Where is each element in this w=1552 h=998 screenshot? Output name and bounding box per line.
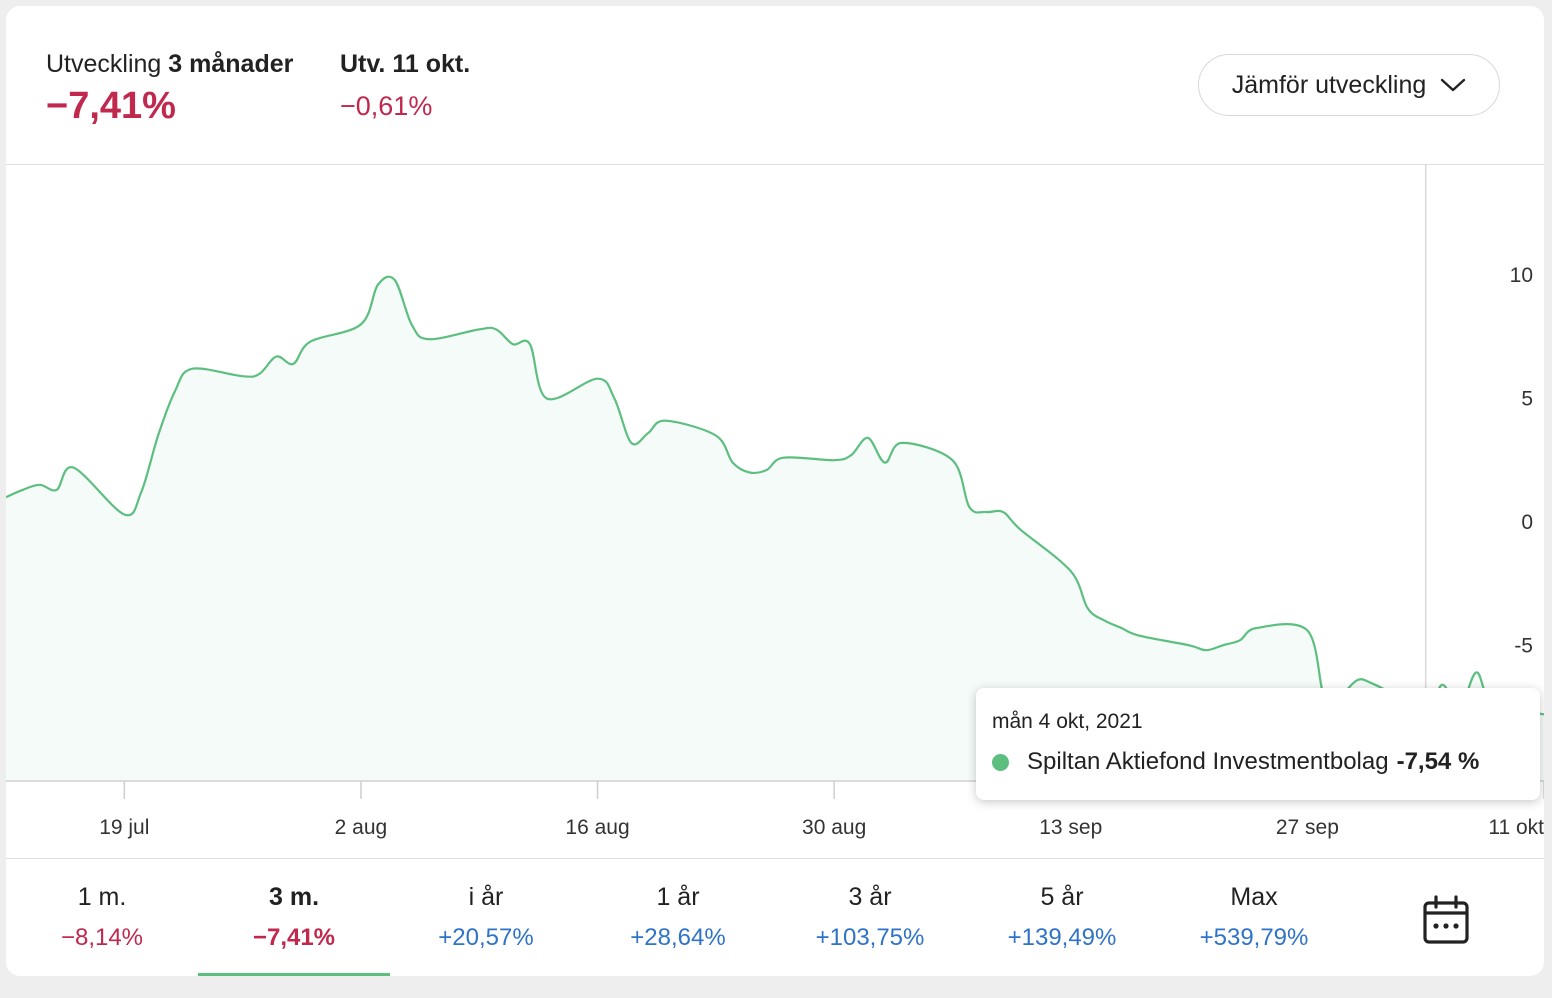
day-performance-label: Utv. 11 okt. [340, 50, 471, 78]
x-axis-label: 11 okt [1488, 816, 1544, 839]
period-label: 1 år [656, 883, 700, 911]
chevron-down-icon [1441, 78, 1466, 92]
compare-performance-label: Jämför utveckling [1231, 70, 1427, 99]
y-axis-label: 5 [1521, 387, 1533, 410]
period-option[interactable]: 3 år +103,75% [774, 883, 966, 952]
period-performance-value: −7,41% [46, 85, 176, 127]
series-area-fill [6, 276, 1544, 781]
period-option[interactable]: 3 m. −7,41% [198, 883, 390, 952]
x-axis-label: 16 aug [565, 816, 629, 839]
period-performance-label: Utveckling 3 månader [46, 50, 294, 78]
period-value: +103,75% [815, 924, 925, 951]
period-label: 3 m. [268, 883, 320, 911]
calendar-button[interactable] [1422, 895, 1470, 945]
period-label: Max [1230, 883, 1278, 911]
period-label: 5 år [1040, 883, 1084, 911]
period-label: i år [468, 883, 504, 911]
period-option[interactable]: Max +539,79% [1158, 883, 1350, 952]
period-value: +139,49% [1007, 924, 1117, 951]
performance-chart-svg[interactable]: 19 jul 2 aug 16 aug 30 aug 13 sep 27 sep 11 ok… [6, 164, 1544, 858]
period-option[interactable]: i år +20,57% [390, 883, 582, 952]
y-axis-label: 0 [1521, 511, 1533, 534]
period-option[interactable]: 5 år +139,49% [966, 883, 1158, 952]
period-value: +539,79% [1199, 924, 1309, 951]
chart-tooltip: mån 4 okt, 2021 Spiltan Aktiefond Invest… [976, 688, 1540, 800]
day-performance-value: −0,61% [340, 91, 433, 121]
performance-header: Utveckling 3 månader −7,41% Utv. 11 okt.… [6, 6, 1544, 165]
tooltip-date: mån 4 okt, 2021 [992, 710, 1143, 733]
y-axis-label: -5 [1514, 634, 1533, 657]
series-line [6, 275, 1544, 716]
tooltip-series-name: Spiltan Aktiefond Investmentbolag [1027, 748, 1389, 775]
period-performance-stat: Utveckling 3 månader −7,41% [46, 50, 293, 128]
active-period-indicator [198, 973, 390, 976]
x-axis-label: 19 jul [99, 816, 149, 839]
period-option[interactable]: 1 m. −8,14% [6, 883, 198, 952]
tooltip-series-row: Spiltan Aktiefond Investmentbolag -7,54 … [992, 748, 1524, 776]
period-value: −8,14% [60, 924, 144, 951]
period-option[interactable]: 1 år +28,64% [582, 883, 774, 952]
period-selector: 1 m. −8,14% 3 m. −7,41% i år +20,57% 1 år +28,6… [6, 858, 1544, 976]
period-label: 3 år [848, 883, 892, 911]
calendar-icon [1423, 895, 1469, 944]
compare-performance-button[interactable]: Jämför utveckling [1198, 54, 1500, 116]
period-value: +20,57% [438, 924, 534, 951]
x-axis-label: 30 aug [802, 816, 866, 839]
fund-performance-card: Utveckling 3 månader −7,41% Utv. 11 okt.… [6, 6, 1544, 976]
tooltip-value: -7,54 % [1396, 748, 1480, 775]
y-axis-label: 10 [1510, 264, 1533, 287]
series-color-dot [992, 753, 1009, 771]
period-value: −7,41% [252, 924, 336, 951]
period-value: +28,64% [630, 924, 726, 951]
period-label: 1 m. [77, 883, 127, 911]
x-axis-label: 13 sep [1039, 816, 1102, 839]
x-axis-label: 2 aug [335, 816, 388, 839]
x-axis-label: 27 sep [1276, 816, 1339, 839]
day-performance-stat: Utv. 11 okt. −0,61% [340, 50, 470, 122]
performance-chart[interactable]: 19 jul 2 aug 16 aug 30 aug 13 sep 27 sep 11 ok… [6, 164, 1544, 858]
